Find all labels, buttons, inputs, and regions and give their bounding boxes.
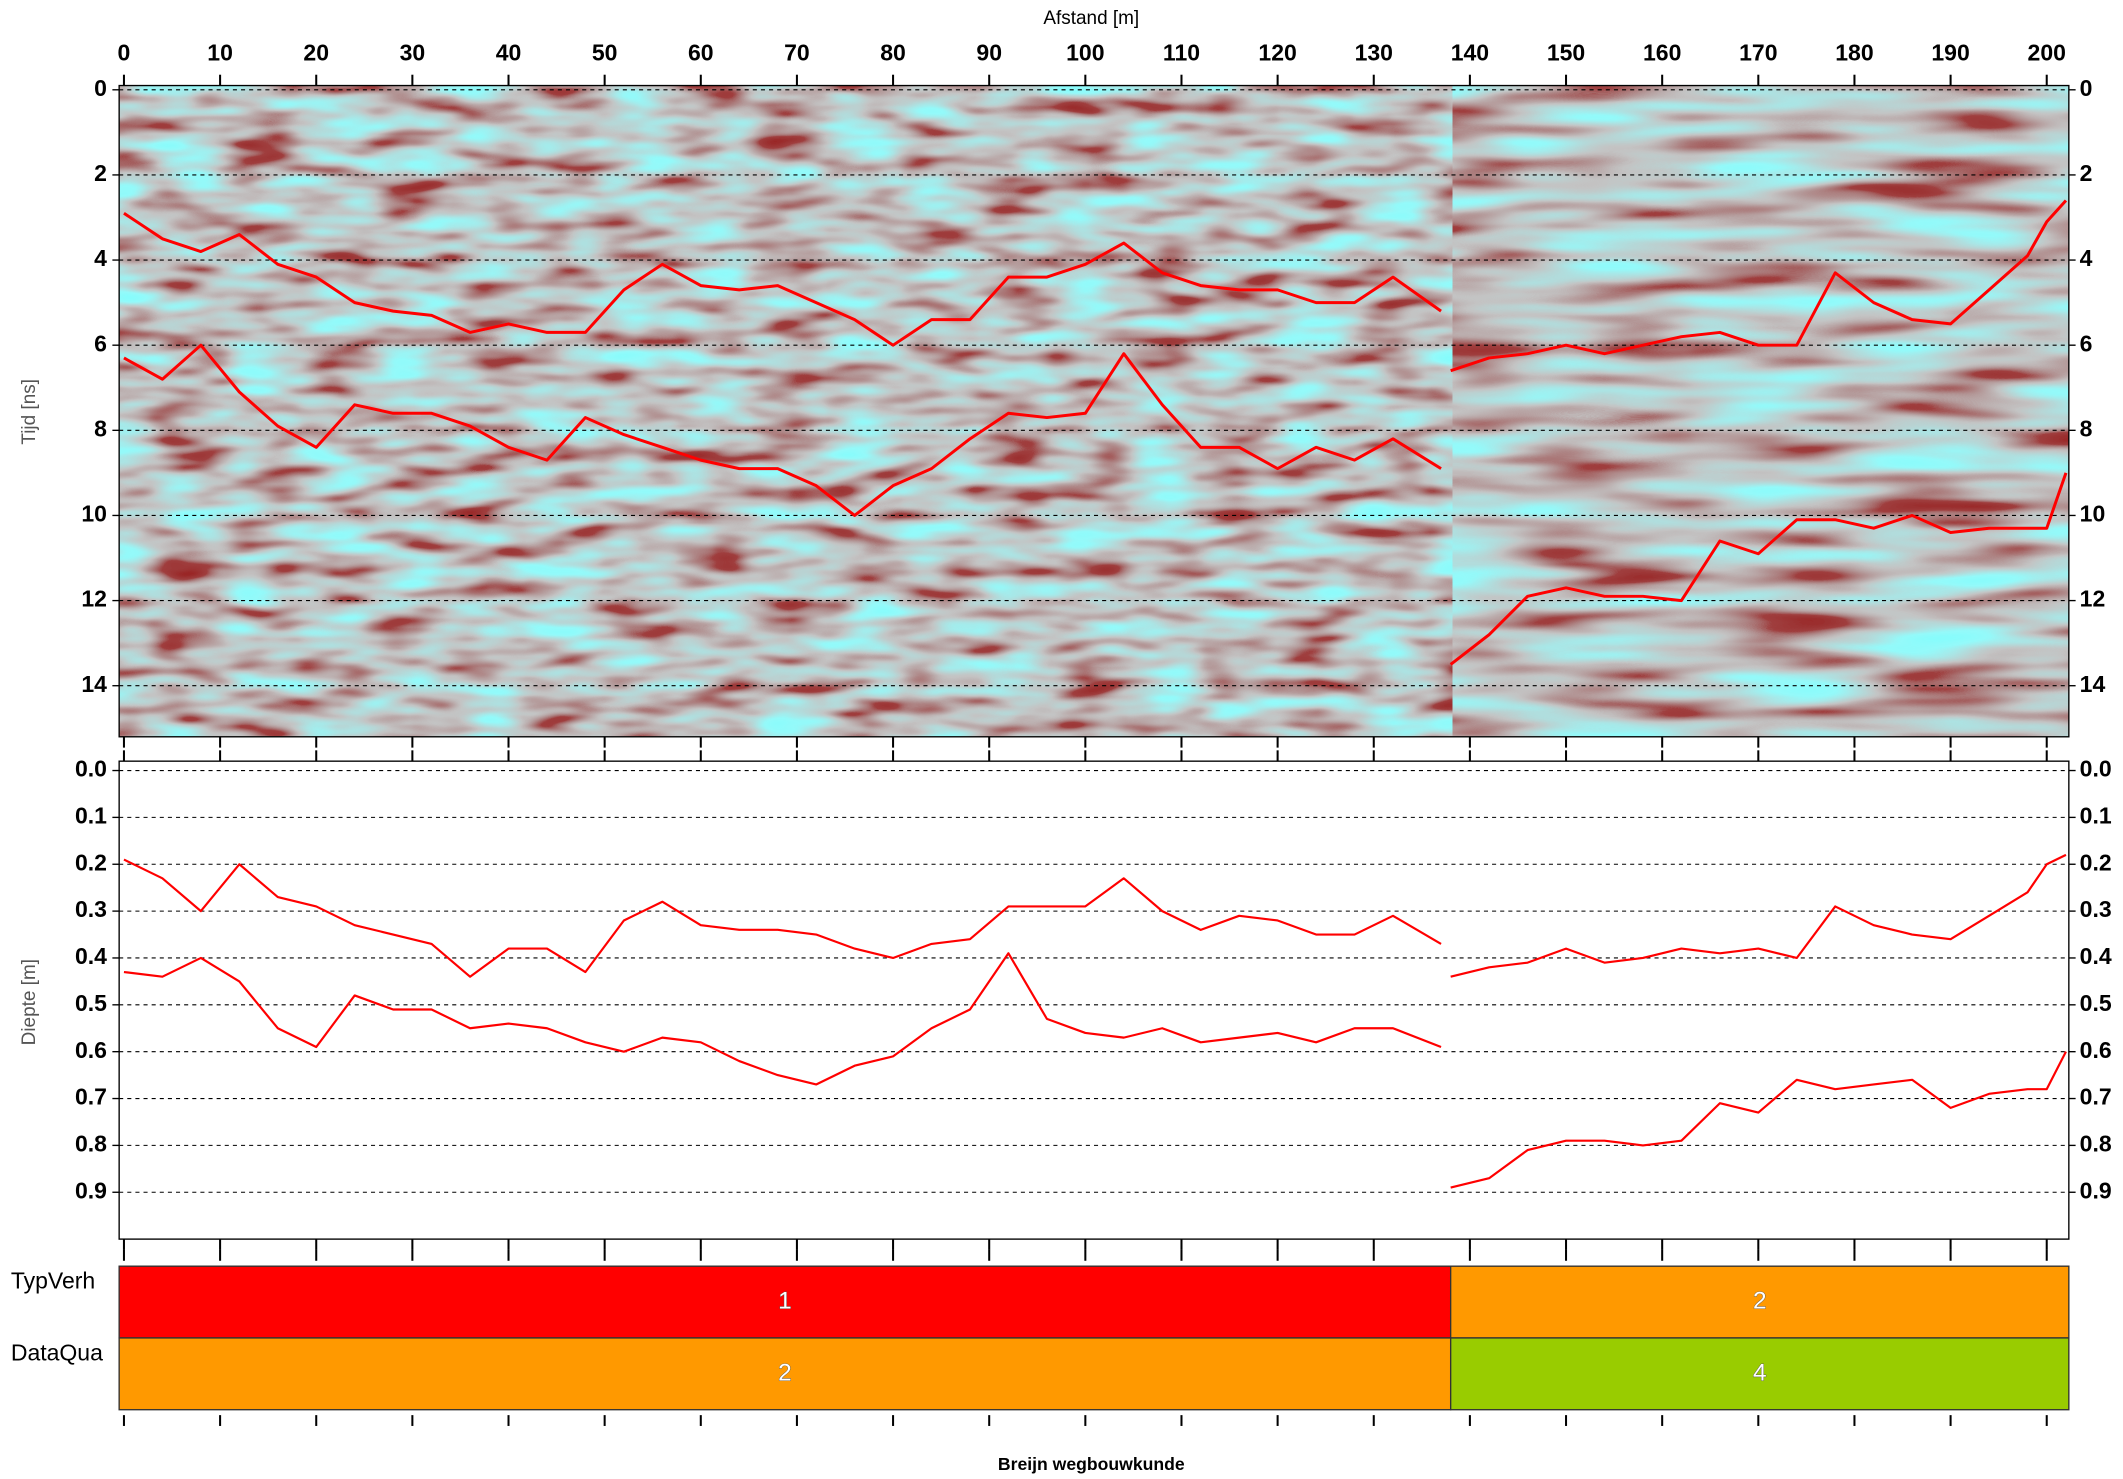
y-tick-label: 4 bbox=[94, 245, 107, 271]
y-tick-label: 0.0 bbox=[2080, 756, 2112, 782]
chart: Afstand [m] Tijd [ns] Diepte [m] Breijn … bbox=[0, 0, 2123, 1479]
footer: Breijn wegbouwkunde bbox=[998, 1454, 1185, 1474]
x-tick-label: 180 bbox=[1835, 39, 1873, 65]
y-tick-label: 0.6 bbox=[75, 1037, 107, 1063]
y-tick-label: 14 bbox=[2080, 671, 2106, 697]
y-tick-label: 0.9 bbox=[2080, 1177, 2112, 1203]
y-tick-label: 0.3 bbox=[2080, 896, 2112, 922]
y-tick-label: 0 bbox=[94, 75, 107, 101]
y-axis-title: Tijd [ns] bbox=[19, 379, 40, 445]
band-value: 1 bbox=[778, 1288, 792, 1315]
radargram-image bbox=[119, 86, 1453, 737]
x-tick-label: 170 bbox=[1739, 39, 1777, 65]
radargram-image bbox=[1453, 86, 2069, 737]
plot-frame bbox=[119, 761, 2069, 1239]
y-tick-label: 0.2 bbox=[75, 849, 107, 875]
x-tick-label: 70 bbox=[784, 39, 810, 65]
y-tick-label: 0.6 bbox=[2080, 1037, 2112, 1063]
y-tick-label: 0.2 bbox=[2080, 849, 2112, 875]
y-tick-label: 0.1 bbox=[75, 802, 107, 828]
y-tick-label: 0.1 bbox=[2080, 802, 2112, 828]
y-tick-label: 0.9 bbox=[75, 1177, 107, 1203]
x-tick-label: 130 bbox=[1355, 39, 1393, 65]
x-tick-label: 90 bbox=[976, 39, 1002, 65]
y-tick-label: 0 bbox=[2080, 75, 2093, 101]
horizon-line bbox=[124, 953, 1441, 1084]
x-tick-label: 140 bbox=[1451, 39, 1489, 65]
y-tick-label: 0.5 bbox=[2080, 990, 2112, 1016]
x-tick-label: 110 bbox=[1163, 39, 1200, 65]
band-value: 2 bbox=[1753, 1288, 1767, 1315]
x-tick-label: 50 bbox=[592, 39, 618, 65]
x-tick-label: 20 bbox=[303, 39, 329, 65]
x-axis-title: Afstand [m] bbox=[1043, 8, 1139, 29]
y-tick-label: 6 bbox=[2080, 330, 2093, 356]
band-value: 4 bbox=[1753, 1359, 1767, 1386]
y-tick-label: 8 bbox=[94, 415, 107, 441]
horizon-line bbox=[124, 860, 1441, 977]
y-tick-label: 12 bbox=[2080, 586, 2106, 612]
y-tick-label: 0.0 bbox=[75, 756, 107, 782]
x-tick-label: 100 bbox=[1066, 39, 1104, 65]
x-tick-label: 190 bbox=[1931, 39, 1969, 65]
y-tick-label: 0.8 bbox=[2080, 1130, 2112, 1156]
x-tick-label: 120 bbox=[1258, 39, 1296, 65]
y-tick-label: 0.8 bbox=[75, 1130, 107, 1156]
y-tick-label: 12 bbox=[81, 586, 107, 612]
x-tick-label: 80 bbox=[880, 39, 906, 65]
row-label: TypVerh bbox=[11, 1268, 95, 1294]
y-tick-label: 4 bbox=[2080, 245, 2093, 271]
y-tick-label: 0.4 bbox=[2080, 943, 2112, 969]
row-label: DataQua bbox=[11, 1339, 103, 1365]
x-tick-label: 30 bbox=[400, 39, 426, 65]
y-tick-label: 0.3 bbox=[75, 896, 107, 922]
x-tick-label: 200 bbox=[2028, 39, 2066, 65]
x-tick-label: 150 bbox=[1547, 39, 1585, 65]
x-tick-label: 40 bbox=[496, 39, 522, 65]
y-tick-label: 0.7 bbox=[2080, 1084, 2112, 1110]
y-tick-label: 2 bbox=[2080, 160, 2093, 186]
y-tick-label: 6 bbox=[94, 330, 107, 356]
x-tick-label: 0 bbox=[118, 39, 131, 65]
x-tick-label: 60 bbox=[688, 39, 714, 65]
y-tick-label: 10 bbox=[2080, 501, 2106, 527]
y-tick-label: 0.5 bbox=[75, 990, 107, 1016]
horizon-line bbox=[1451, 1052, 2066, 1188]
y-tick-label: 2 bbox=[94, 160, 107, 186]
y-tick-label: 0.4 bbox=[75, 943, 107, 969]
y-tick-label: 10 bbox=[81, 501, 107, 527]
x-tick-label: 160 bbox=[1643, 39, 1681, 65]
x-tick-label: 10 bbox=[207, 39, 233, 65]
y-tick-label: 8 bbox=[2080, 415, 2093, 441]
y-axis-title: Diepte [m] bbox=[19, 959, 40, 1045]
y-tick-label: 0.7 bbox=[75, 1084, 107, 1110]
y-tick-label: 14 bbox=[81, 671, 107, 697]
band-value: 2 bbox=[778, 1359, 792, 1386]
